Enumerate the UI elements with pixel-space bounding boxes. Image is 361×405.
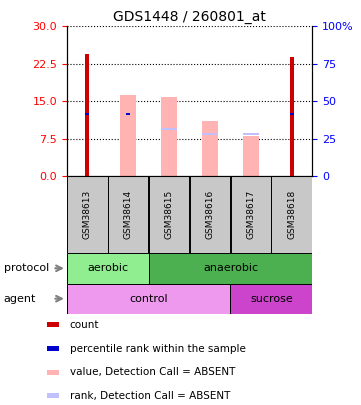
Text: GSM38617: GSM38617 xyxy=(247,190,255,239)
Text: percentile rank within the sample: percentile rank within the sample xyxy=(70,343,245,354)
Bar xyxy=(271,176,312,253)
Bar xyxy=(120,95,136,176)
Text: control: control xyxy=(129,294,168,304)
Bar xyxy=(126,113,130,115)
Bar xyxy=(202,132,218,135)
Bar xyxy=(161,128,177,130)
Bar xyxy=(108,176,148,253)
Text: GSM38613: GSM38613 xyxy=(83,190,92,239)
Text: anaerobic: anaerobic xyxy=(203,263,258,273)
Bar xyxy=(67,284,230,314)
Bar xyxy=(290,113,294,115)
Bar xyxy=(47,346,59,351)
Bar xyxy=(243,132,259,135)
Text: count: count xyxy=(70,320,99,330)
Bar xyxy=(161,97,177,176)
Text: GSM38616: GSM38616 xyxy=(205,190,214,239)
Title: GDS1448 / 260801_at: GDS1448 / 260801_at xyxy=(113,10,266,24)
Bar xyxy=(67,176,108,253)
Bar xyxy=(85,113,90,115)
Bar xyxy=(290,57,294,176)
Text: aerobic: aerobic xyxy=(87,263,128,273)
Text: protocol: protocol xyxy=(4,263,49,273)
Text: agent: agent xyxy=(4,294,36,304)
Bar xyxy=(243,136,259,176)
Text: sucrose: sucrose xyxy=(250,294,293,304)
Text: GSM38618: GSM38618 xyxy=(287,190,296,239)
Text: GSM38615: GSM38615 xyxy=(165,190,174,239)
Bar xyxy=(230,284,312,314)
Bar xyxy=(202,121,218,176)
Bar xyxy=(149,176,190,253)
Bar xyxy=(47,322,59,327)
Bar xyxy=(47,393,59,399)
Bar xyxy=(47,370,59,375)
Text: value, Detection Call = ABSENT: value, Detection Call = ABSENT xyxy=(70,367,235,377)
Text: GSM38614: GSM38614 xyxy=(124,190,132,239)
Bar xyxy=(231,176,271,253)
Bar xyxy=(190,176,230,253)
Text: rank, Detection Call = ABSENT: rank, Detection Call = ABSENT xyxy=(70,391,230,401)
Bar xyxy=(85,54,90,176)
Bar xyxy=(67,253,149,284)
Bar xyxy=(149,253,312,284)
